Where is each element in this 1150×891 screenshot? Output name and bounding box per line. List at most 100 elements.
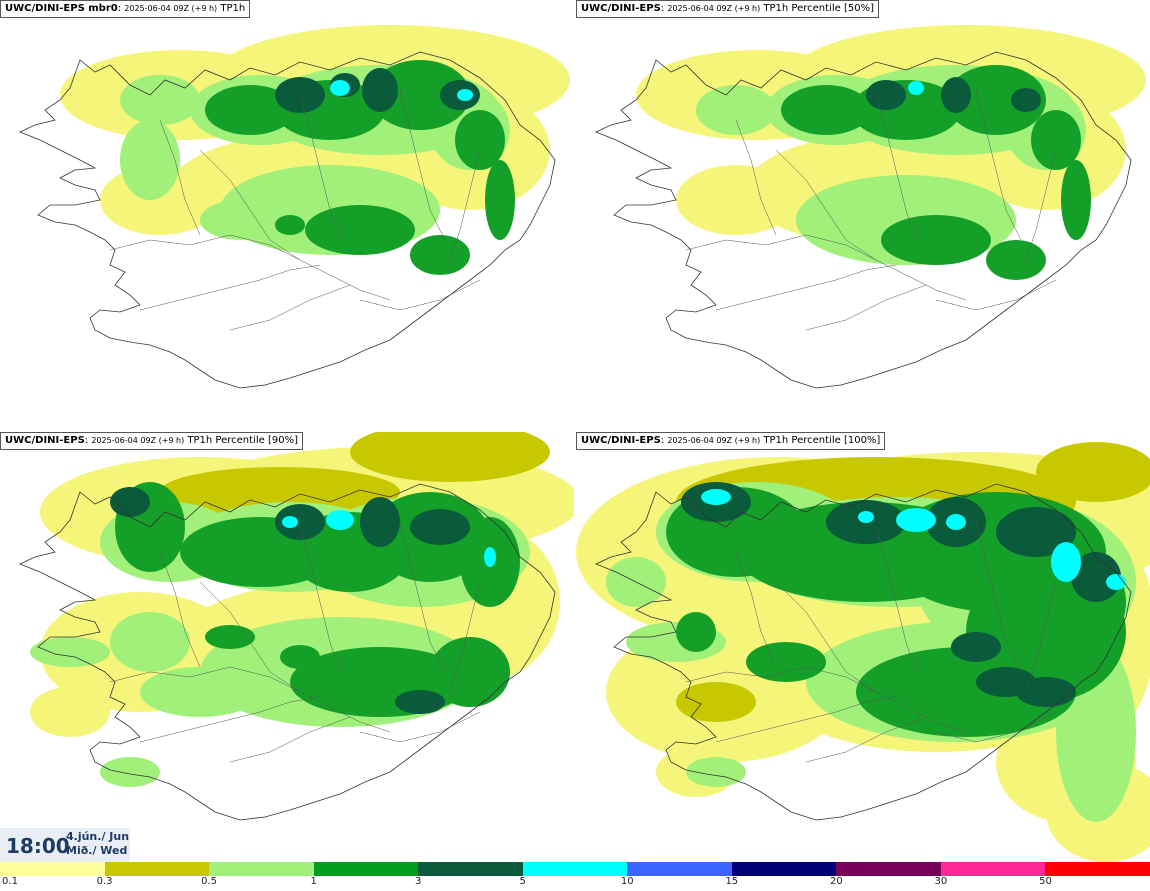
road: [229, 716, 351, 763]
precip-contour: [282, 516, 298, 528]
colorbar-label: 0.3: [96, 876, 113, 887]
road: [875, 94, 917, 241]
precip-contour: [370, 60, 470, 130]
colorbar: [0, 862, 1150, 876]
colorbar-label: 0.1: [2, 876, 18, 887]
colorbar-label: 0.5: [201, 876, 218, 887]
road-network: [109, 521, 481, 763]
colorbar-labels: 0.1 0.3 0.5 1 3 5 10 15 20 30 50: [0, 876, 1150, 891]
road: [299, 526, 341, 673]
precip-contour: [941, 77, 971, 113]
road: [449, 149, 481, 261]
colorbar-label: 15: [725, 876, 739, 887]
road: [715, 696, 897, 743]
precip-contour: [686, 757, 746, 787]
road-network: [685, 89, 1057, 331]
precip-contour: [1016, 677, 1076, 707]
colorbar-segment: [522, 862, 628, 876]
precip-contour: [896, 508, 936, 532]
precip-contour: [455, 110, 505, 170]
precip-contour: [330, 80, 350, 96]
precip-contour: [110, 612, 190, 672]
road: [199, 581, 301, 693]
precip-map: [594, 25, 1146, 389]
valid-date: 4.jún./ Jun Mið./ Wed: [66, 830, 130, 857]
precip-contour: [205, 625, 255, 649]
precip-contour: [676, 682, 756, 722]
colorbar-segment: [313, 862, 419, 876]
road: [229, 284, 351, 331]
road-network: [685, 521, 1057, 763]
map-panel-p90: UWC/DINI-EPS: 2025-06-04 09Z (+9 h) TP1h…: [0, 432, 574, 862]
road: [775, 581, 877, 693]
precip-contour: [140, 667, 260, 717]
precip-contour: [676, 165, 796, 235]
colorbar-label: 30: [934, 876, 948, 887]
road: [735, 551, 777, 668]
colorbar-label: 20: [829, 876, 843, 887]
coastline: [594, 51, 1132, 389]
precip-contour: [1061, 160, 1091, 240]
precip-contour: [908, 81, 924, 95]
road: [1025, 149, 1057, 261]
road: [935, 279, 1057, 311]
precip-contour: [110, 487, 150, 517]
road: [449, 581, 481, 693]
precip-contour: [701, 489, 731, 505]
road: [359, 279, 481, 311]
precip-contour: [1011, 88, 1041, 112]
colorbar-segment: [940, 862, 1046, 876]
precip-contour: [305, 205, 415, 255]
map-panel-p50: UWC/DINI-EPS: 2025-06-04 09Z (+9 h) TP1h…: [576, 0, 1150, 430]
precip-contour: [362, 68, 398, 112]
road: [1025, 581, 1057, 693]
precip-contour: [410, 509, 470, 545]
colorbar-segment: [836, 862, 941, 876]
coastline: [18, 51, 556, 389]
precip-contour: [280, 645, 320, 669]
precip-contour: [410, 235, 470, 275]
road: [159, 551, 201, 668]
valid-time-box: 18:00 4.jún./ Jun Mið./ Wed: [0, 828, 130, 862]
precip-contour: [951, 632, 1001, 662]
road: [139, 696, 321, 743]
precip-contour: [30, 687, 110, 737]
precip-contour: [696, 85, 776, 135]
precip-contour: [120, 120, 180, 200]
panel-divider: [0, 430, 1150, 432]
road: [299, 94, 341, 241]
precip-field: [576, 442, 1150, 862]
precip-contour: [326, 510, 354, 530]
precip-contour: [676, 612, 716, 652]
precip-contour: [1106, 574, 1126, 590]
road: [875, 526, 917, 673]
precip-contour: [1031, 110, 1081, 170]
road: [159, 119, 201, 236]
panel-title: UWC/DINI-EPS mbr0: 2025-06-04 09Z (+9 h)…: [0, 0, 251, 18]
road: [199, 149, 301, 261]
coastline: [18, 483, 556, 821]
precip-contour: [746, 642, 826, 682]
road: [399, 521, 446, 673]
precip-contour: [205, 85, 295, 135]
road: [139, 264, 321, 311]
precip-contour: [946, 514, 966, 530]
road: [399, 89, 446, 241]
precip-contour: [275, 504, 325, 540]
colorbar-segment: [731, 862, 837, 876]
road-network: [109, 89, 481, 331]
colorbar-segment: [418, 862, 523, 876]
precip-field: [636, 25, 1146, 280]
precip-map: [18, 432, 574, 821]
precip-contour: [485, 160, 515, 240]
colorbar-segment: [209, 862, 314, 876]
precip-contour: [484, 547, 496, 567]
colorbar-segment: [1045, 862, 1150, 876]
precip-contour: [858, 511, 874, 523]
road: [805, 284, 927, 331]
precip-contour: [996, 507, 1076, 557]
road: [805, 716, 927, 763]
colorbar-label: 5: [519, 876, 526, 887]
precip-contour: [395, 690, 445, 714]
coastline: [594, 483, 1132, 821]
